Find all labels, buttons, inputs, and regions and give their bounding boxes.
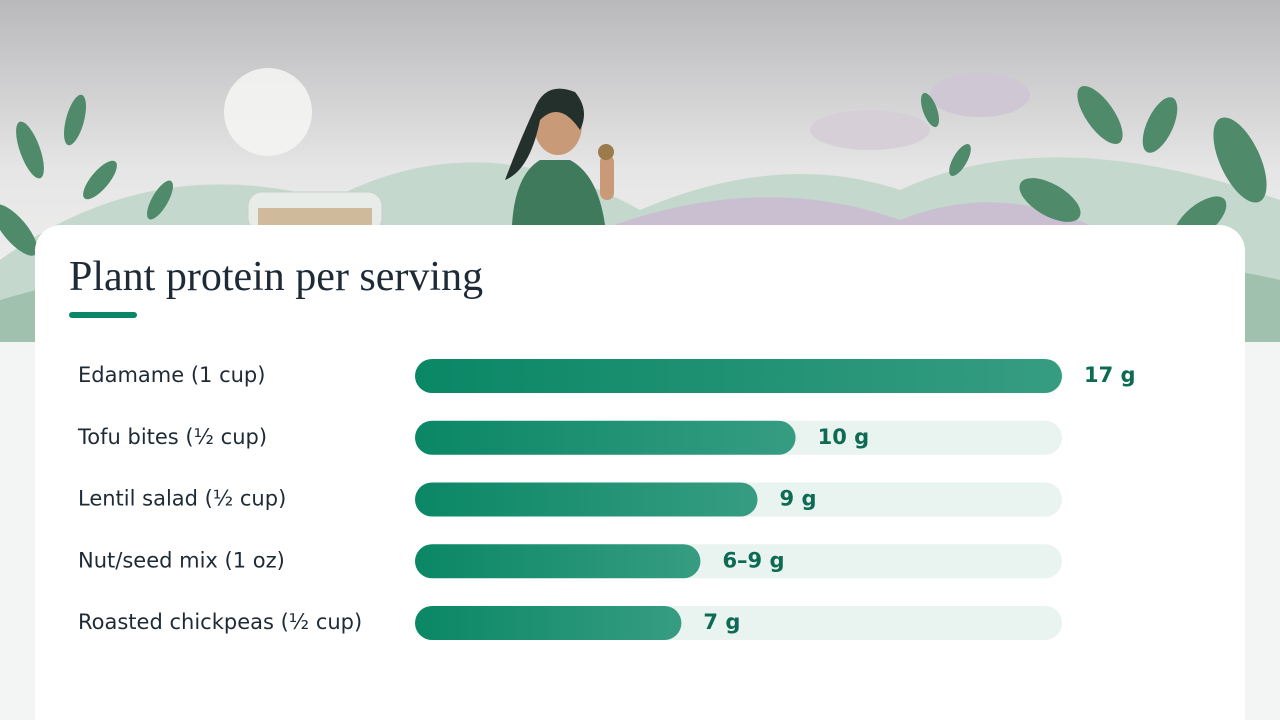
card (35, 225, 1245, 720)
category-label: Lentil salad (½ cup) (78, 487, 286, 511)
title-underline (69, 312, 137, 318)
bar (415, 606, 682, 640)
category-label: Tofu bites (½ cup) (77, 425, 267, 449)
value-label: 10 g (818, 425, 870, 449)
category-label: Edamame (1 cup) (78, 363, 265, 387)
bar (415, 482, 758, 517)
jar (247, 191, 383, 233)
bar (415, 544, 701, 579)
bar (415, 359, 1062, 393)
figure (505, 88, 614, 225)
category-label: Nut/seed mix (1 oz) (78, 548, 285, 572)
chart-title: Plant protein per serving (69, 254, 483, 300)
plot: Edamame (1 cup) 17 g Tofu bites (½ cup) 10 … (77, 359, 1136, 640)
value-label: 17 g (1084, 363, 1136, 387)
value-label: 6–9 g (722, 548, 784, 572)
bar (415, 420, 796, 455)
category-label: Roasted chickpeas (½ cup) (78, 610, 362, 634)
value-label: 7 g (703, 610, 740, 634)
value-label: 9 g (780, 487, 817, 511)
